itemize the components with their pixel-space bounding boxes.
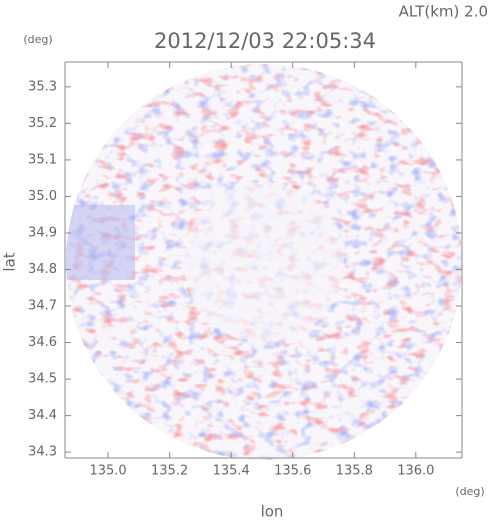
y-tick-label: 35.0 [28, 189, 57, 204]
y-tick-label: 34.5 [28, 372, 57, 387]
y-axis-label: lat [1, 252, 19, 271]
plot-frame [64, 61, 463, 459]
y-tick-label: 34.8 [28, 262, 57, 277]
x-tick-label: 135.0 [89, 464, 126, 479]
y-tick-label: 34.9 [28, 225, 57, 240]
x-tick-label: 135.8 [336, 464, 373, 479]
radar-field [66, 64, 462, 460]
x-tick-label: 136.0 [397, 464, 434, 479]
y-tick-label: 35.1 [28, 152, 57, 167]
chart-title: 2012/12/03 22:05:34 [154, 29, 376, 53]
y-tick-label: 34.7 [28, 299, 57, 314]
x-axis-label: lon [261, 503, 284, 521]
x-tick-label: 135.6 [274, 464, 311, 479]
y-unit: (deg) [23, 33, 52, 46]
y-tick-label: 35.2 [28, 116, 57, 131]
x-tick-label: 135.2 [151, 464, 188, 479]
y-tick-label: 34.4 [28, 408, 57, 423]
x-tick-label: 135.4 [213, 464, 250, 479]
y-tick-label: 34.3 [28, 445, 57, 460]
x-unit: (deg) [455, 485, 484, 498]
y-tick-label: 35.3 [28, 79, 57, 94]
y-tick-label: 34.6 [28, 335, 57, 350]
altitude: ALT(km) 2.0 [399, 3, 488, 21]
